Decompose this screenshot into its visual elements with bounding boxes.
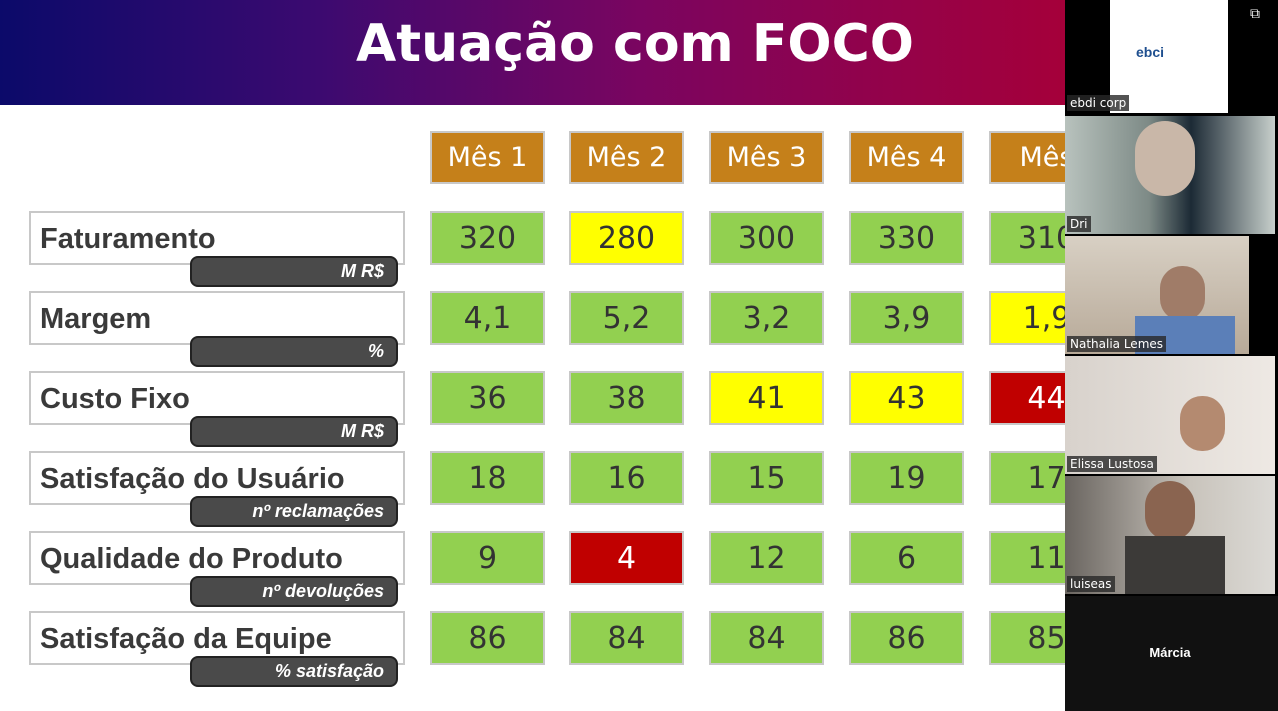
kpi-cell: 18 bbox=[430, 451, 545, 505]
kpi-cell: 3,9 bbox=[849, 291, 964, 345]
participant-name: Elissa Lustosa bbox=[1067, 456, 1157, 472]
unit-badge: % bbox=[190, 336, 398, 367]
kpi-cell: 86 bbox=[430, 611, 545, 665]
unit-badge: M R$ bbox=[190, 256, 398, 287]
kpi-cell: 4,1 bbox=[430, 291, 545, 345]
kpi-cell: 86 bbox=[849, 611, 964, 665]
video-feed bbox=[1180, 396, 1225, 451]
participant-tile-elissa[interactable]: Elissa Lustosa bbox=[1065, 356, 1275, 474]
kpi-cell: 36 bbox=[430, 371, 545, 425]
kpi-cell: 84 bbox=[569, 611, 684, 665]
title-bar: Atuação com FOCO bbox=[0, 0, 1065, 105]
kpi-cell: 330 bbox=[849, 211, 964, 265]
month-header: Mês 4 bbox=[849, 131, 964, 184]
participant-tile-nathalia[interactable]: Nathalia Lemes bbox=[1065, 236, 1249, 354]
restore-button[interactable]: ⧉ bbox=[1250, 5, 1260, 21]
kpi-cell: 44 bbox=[989, 371, 1065, 425]
kpi-cell: 38 bbox=[569, 371, 684, 425]
kpi-cell: 310 bbox=[989, 211, 1065, 265]
participant-name: ebdi corp bbox=[1067, 95, 1130, 111]
kpi-cell: 6 bbox=[849, 531, 964, 585]
month-header: Mês bbox=[989, 131, 1065, 184]
unit-badge: % satisfação bbox=[190, 656, 398, 687]
ebci-logo: ebci bbox=[1136, 44, 1165, 60]
shared-slide: Atuação com FOCO Mês 1 Mês 2 Mês 3 Mês 4 Mês… bbox=[0, 0, 1065, 687]
participant-name: luiseas bbox=[1067, 576, 1115, 592]
kpi-cell: 1,9 bbox=[989, 291, 1065, 345]
participant-name: Dri bbox=[1067, 216, 1091, 232]
kpi-cell: 41 bbox=[709, 371, 824, 425]
unit-badge: nº reclamações bbox=[190, 496, 398, 527]
video-feed bbox=[1160, 266, 1205, 321]
participant-tile-ebdi-corp[interactable]: ebci bbox=[1110, 0, 1228, 113]
participant-tile-dri[interactable]: Dri bbox=[1065, 116, 1275, 234]
unit-badge: nº devoluções bbox=[190, 576, 398, 607]
month-header: Mês 2 bbox=[569, 131, 684, 184]
kpi-cell: 320 bbox=[430, 211, 545, 265]
kpi-cell: 11 bbox=[989, 531, 1065, 585]
kpi-cell: 84 bbox=[709, 611, 824, 665]
kpi-cell: 4 bbox=[569, 531, 684, 585]
participant-tile-marcia[interactable]: Márcia bbox=[1065, 596, 1278, 711]
video-feed bbox=[1145, 481, 1195, 541]
row-label: Satisfação do Usuário bbox=[29, 451, 405, 505]
kpi-cell: 19 bbox=[849, 451, 964, 505]
participant-name: Márcia bbox=[1149, 645, 1191, 660]
kpi-cell: 15 bbox=[709, 451, 824, 505]
kpi-cell: 9 bbox=[430, 531, 545, 585]
video-gallery: — ⧉ ebci ebdi corp Dri Nathalia Lemes El… bbox=[1065, 0, 1278, 711]
kpi-cell: 85 bbox=[989, 611, 1065, 665]
kpi-cell: 3,2 bbox=[709, 291, 824, 345]
kpi-cell: 280 bbox=[569, 211, 684, 265]
month-header: Mês 1 bbox=[430, 131, 545, 184]
video-feed-body bbox=[1125, 536, 1225, 594]
month-header: Mês 3 bbox=[709, 131, 824, 184]
participant-tile-luiseas[interactable]: luiseas bbox=[1065, 476, 1275, 594]
video-feed bbox=[1135, 121, 1195, 196]
kpi-cell: 43 bbox=[849, 371, 964, 425]
kpi-cell: 5,2 bbox=[569, 291, 684, 345]
kpi-cell: 17 bbox=[989, 451, 1065, 505]
slide-title: Atuação com FOCO bbox=[356, 14, 914, 74]
kpi-cell: 16 bbox=[569, 451, 684, 505]
kpi-cell: 300 bbox=[709, 211, 824, 265]
unit-badge: M R$ bbox=[190, 416, 398, 447]
kpi-cell: 12 bbox=[709, 531, 824, 585]
participant-name: Nathalia Lemes bbox=[1067, 336, 1167, 352]
